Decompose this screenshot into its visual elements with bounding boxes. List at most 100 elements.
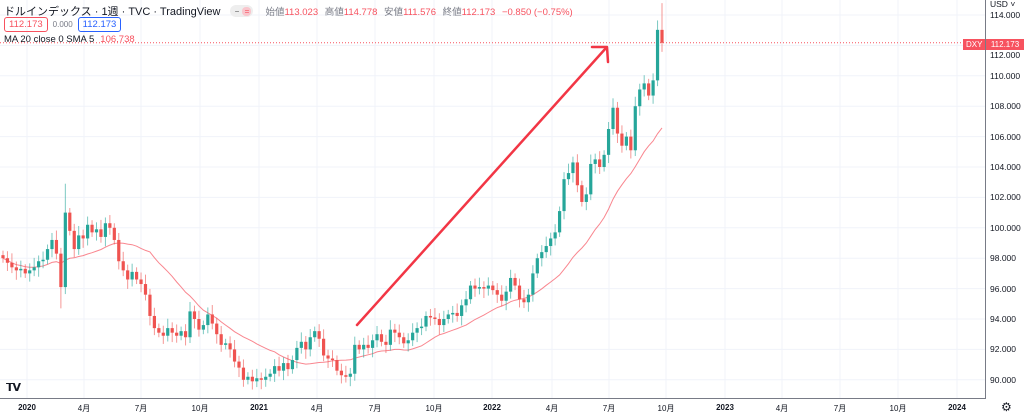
candle-body <box>166 328 170 336</box>
candle-body <box>629 136 633 151</box>
candle-body <box>1 255 5 259</box>
candle-body <box>504 291 508 301</box>
candle-body <box>375 334 379 341</box>
candle-body <box>304 341 308 350</box>
candle-body <box>90 224 94 233</box>
candle-body <box>544 246 548 253</box>
menu-icon[interactable]: = <box>242 6 252 16</box>
candle-body <box>335 360 339 371</box>
candle-body <box>477 287 482 289</box>
trend-arrow <box>355 46 608 327</box>
candle-body <box>126 270 130 280</box>
candle-body <box>50 239 54 250</box>
candle-body <box>5 258 10 263</box>
price-tick-label: 108.000 <box>990 101 1021 112</box>
candle-body <box>241 367 246 380</box>
candle-body <box>103 223 108 237</box>
collapse-icon[interactable]: − <box>234 6 240 16</box>
candle-body <box>442 319 446 326</box>
candle-body <box>357 344 361 350</box>
candle-body <box>660 29 664 43</box>
candle-body <box>437 319 441 326</box>
candle-body <box>379 334 384 342</box>
candle-body <box>598 159 602 167</box>
candle-body <box>41 259 45 262</box>
ma-value: 106.738 <box>100 34 135 45</box>
candle-body <box>348 373 352 377</box>
legend-toggle[interactable]: − = <box>230 5 254 17</box>
candle-body <box>397 332 401 338</box>
candle-body <box>19 268 23 271</box>
candle-body <box>219 334 223 345</box>
candle-body <box>415 328 419 333</box>
high-label: 高値 <box>324 7 344 18</box>
change-value: −0.850 (−0.75%) <box>501 7 573 18</box>
price-tick-label: 90.000 <box>990 374 1016 385</box>
legend-row: ドルインデックス · 1週 · TVC · TradingView − = 始値1… <box>4 3 577 19</box>
tradingview-logo-icon[interactable]: 𝗧𝗩 <box>6 382 21 394</box>
candle-body <box>451 312 455 315</box>
candle-body <box>411 332 415 341</box>
candle-body <box>54 239 59 254</box>
candle-body <box>326 355 330 359</box>
candle-body <box>575 162 579 186</box>
candle-body <box>642 83 646 90</box>
candle-body <box>99 229 103 237</box>
candle-body <box>655 29 660 81</box>
sell-price-box[interactable]: 112.173 <box>4 17 48 32</box>
candle-body <box>500 294 504 301</box>
candle-body <box>161 332 165 336</box>
spread-value: 0.000 <box>52 20 73 29</box>
candle-body <box>37 261 41 268</box>
price-tick-label: 112.000 <box>990 50 1021 61</box>
candle-body <box>130 271 134 280</box>
candle-body <box>264 376 268 380</box>
candle-body <box>584 194 588 202</box>
candle-body <box>68 212 72 231</box>
candle-body <box>433 317 437 319</box>
candle-body <box>250 376 254 382</box>
time-tick-label: 10月 <box>191 404 209 413</box>
candle-body <box>255 378 259 382</box>
price-tick-label: 92.000 <box>990 344 1016 355</box>
candle-body <box>59 253 63 288</box>
ohlc-values: 始値113.023 高値114.778 安値111.576 終値112.173 … <box>265 4 576 18</box>
low-value: 111.576 <box>403 7 436 18</box>
candle-body <box>562 179 566 212</box>
buy-price-box[interactable]: 112.173 <box>77 17 122 32</box>
candle-body <box>486 285 490 289</box>
candle-body <box>28 270 32 274</box>
candle-body <box>522 299 526 303</box>
trend-arrow-head-icon <box>590 45 610 64</box>
candle-body <box>606 129 611 155</box>
open-label: 始値 <box>265 7 285 18</box>
candle-body <box>509 277 513 292</box>
price-tick-label: 96.000 <box>990 283 1016 294</box>
candle-body <box>384 341 388 345</box>
candle-body <box>633 106 637 151</box>
symbol-title[interactable]: ドルインデックス · 1週 · TVC · TradingView <box>4 6 221 18</box>
candle-body <box>589 163 593 195</box>
candle-body <box>299 341 303 348</box>
candle-body <box>460 305 464 316</box>
currency-label: USD <box>990 0 1008 9</box>
candle-body <box>94 229 99 233</box>
candle-body <box>224 343 228 345</box>
candle-body <box>362 344 366 350</box>
candle-body <box>370 340 375 348</box>
ma-indicator-legend[interactable]: MA 20 close 0 SMA 5 106.738 <box>4 34 135 45</box>
candle-body <box>183 331 188 338</box>
candle-body <box>281 363 286 371</box>
time-tick-label: 10月 <box>889 404 907 413</box>
candle-body <box>491 285 495 291</box>
candle-body <box>495 290 499 295</box>
candle-body <box>77 235 81 250</box>
currency-selector[interactable]: USD ˅ <box>990 0 1016 9</box>
candle-body <box>388 329 392 345</box>
settings-gear-icon[interactable]: ⚙ <box>1001 400 1012 414</box>
candle-body <box>428 315 433 318</box>
candle-body <box>540 252 544 259</box>
candle-body <box>170 328 174 333</box>
